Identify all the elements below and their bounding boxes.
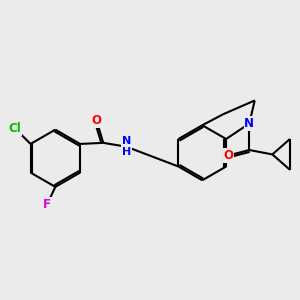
- Text: N
H: N H: [122, 136, 131, 158]
- Text: O: O: [92, 114, 102, 127]
- Text: Cl: Cl: [9, 122, 22, 135]
- Text: O: O: [223, 149, 233, 162]
- Text: N: N: [244, 117, 254, 130]
- Text: F: F: [43, 198, 51, 211]
